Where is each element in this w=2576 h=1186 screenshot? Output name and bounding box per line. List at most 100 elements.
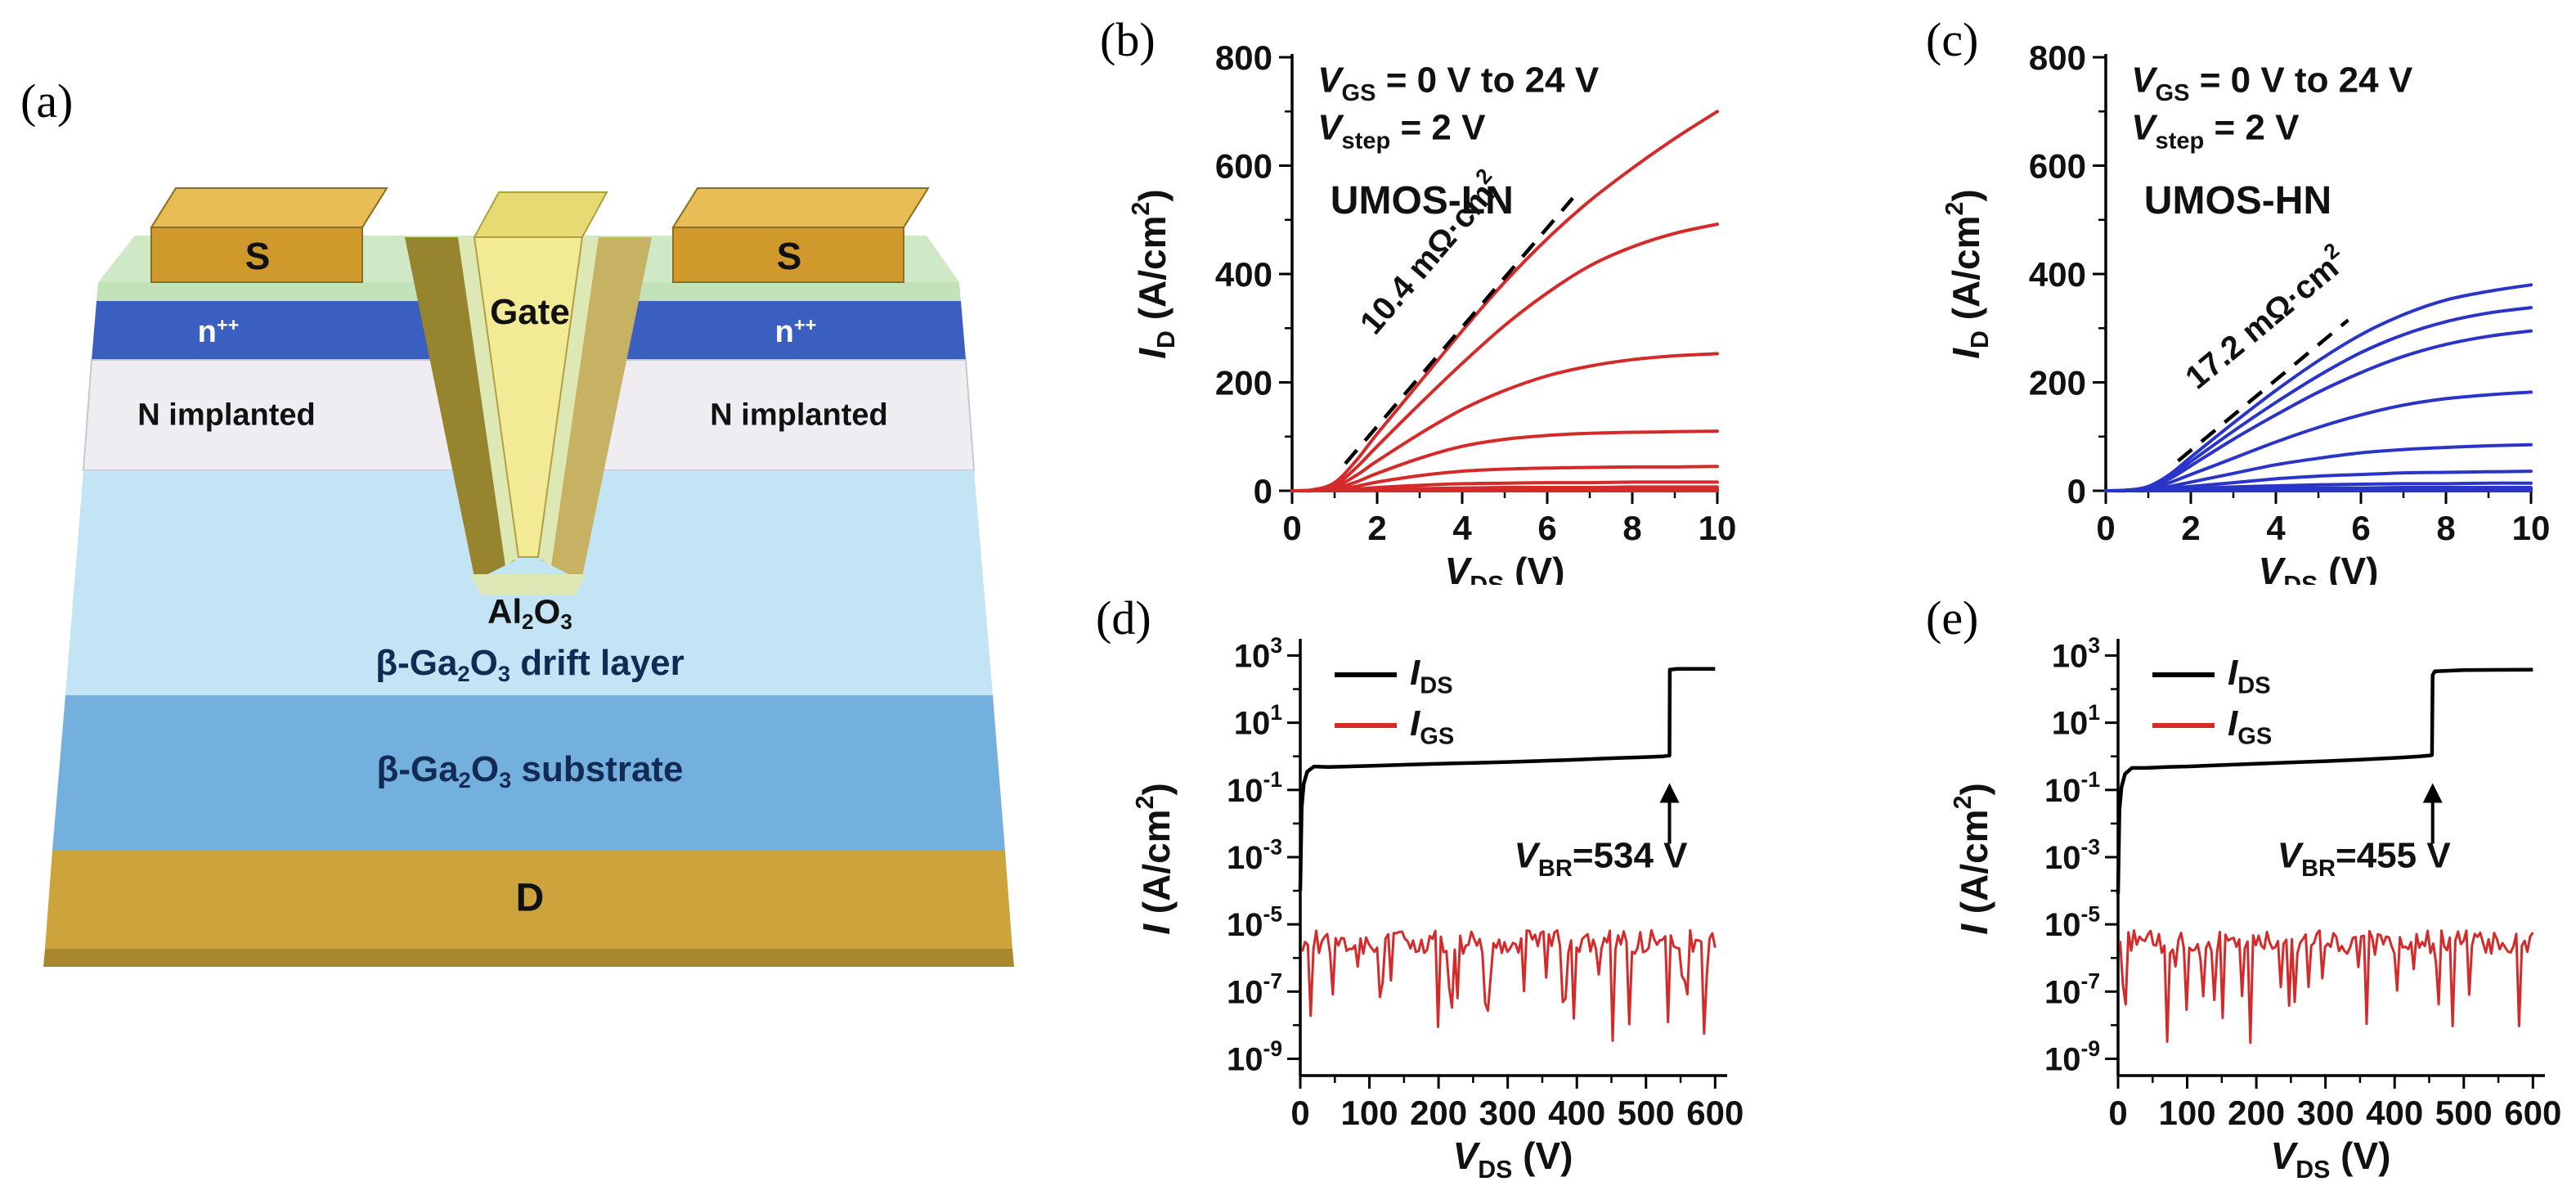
svg-text:101: 101	[2052, 700, 2100, 742]
label-drift-layer: β-Ga2O3 drift layer	[375, 643, 684, 686]
y-axis-label: I (A/cm2)	[1132, 783, 1178, 935]
legend-entry: IGS	[1410, 703, 1454, 750]
gate-front	[473, 236, 584, 558]
svg-text:0: 0	[1290, 1094, 1309, 1132]
igs-curve	[1301, 928, 1717, 1042]
svg-text:103: 103	[2052, 633, 2100, 675]
s-right-front	[672, 227, 904, 283]
svg-text:10-7: 10-7	[2044, 969, 2100, 1011]
label-drain: D	[515, 876, 545, 920]
svg-text:6: 6	[2351, 509, 2370, 547]
svg-text:10: 10	[2512, 509, 2551, 547]
annotation-text: Vstep = 2 V	[1317, 108, 1486, 155]
ids-curve	[1298, 667, 1716, 892]
svg-text:8: 8	[2436, 509, 2455, 547]
svg-text:400: 400	[2366, 1094, 2423, 1132]
svg-text:10-3: 10-3	[2044, 834, 2100, 876]
x-axis-label: VDS (V)	[2271, 1134, 2391, 1184]
svg-text:4: 4	[2266, 509, 2286, 547]
output-chart-svg-c: 0 2 4 6 8 10 0 200 400 600 800 17.2 mΩ·cm2 VGS = 0 V…	[1941, 38, 2551, 585]
annotation-text: UMOS-LN	[1331, 179, 1514, 222]
label-n-implanted-right: N implanted	[710, 398, 888, 433]
chart-umos-ln-output: 0 2 4 6 8 10 0 200 400 600 800 10.4 mΩ·cm2 VGS = 0 V…	[1088, 0, 1750, 585]
svg-text:800: 800	[2029, 38, 2086, 77]
svg-text:10-5: 10-5	[2044, 902, 2100, 944]
svg-text:100: 100	[1341, 1094, 1398, 1132]
svg-text:200: 200	[1215, 364, 1272, 402]
label-al2o3: Al2O3	[487, 591, 572, 635]
device-cross-section-drawing	[43, 187, 1014, 967]
svg-text:0: 0	[2108, 1094, 2127, 1132]
annotation-text: UMOS-HN	[2144, 179, 2331, 222]
svg-text:0: 0	[2096, 509, 2115, 547]
svg-text:200: 200	[1410, 1094, 1467, 1132]
panel-label-c: (c)	[1926, 13, 1979, 66]
svg-text:4: 4	[1452, 509, 1472, 547]
vbr-label: VBR=534 V	[1515, 835, 1689, 882]
legend-entry: IDS	[2228, 653, 2271, 699]
legend-entry: IGS	[2228, 703, 2272, 750]
breakdown-arrow	[2422, 783, 2443, 803]
label-npp-right: n++	[774, 314, 817, 349]
label-gate: Gate	[490, 292, 570, 332]
liner-left	[458, 237, 518, 566]
panel-label-b: (b)	[1100, 13, 1156, 66]
svg-text:800: 800	[1215, 38, 1272, 77]
x-axis-label: VDS (V)	[2259, 550, 2379, 585]
svg-text:600: 600	[2029, 147, 2086, 186]
svg-text:500: 500	[1618, 1094, 1675, 1132]
svg-text:103: 103	[1234, 633, 1282, 675]
x-axis-label: VDS (V)	[1445, 550, 1565, 585]
y-axis-label: I (A/cm2)	[1950, 783, 1995, 935]
chart-umos-hn-breakdown: 0 100 200 300 400 500 600 10-9 10-7 10-5 10-3 10-1 1…	[1905, 585, 2568, 1186]
ids-curve	[2116, 667, 2533, 895]
svg-text:600: 600	[1215, 147, 1272, 186]
svg-text:600: 600	[1686, 1094, 1744, 1132]
svg-text:2: 2	[2181, 509, 2200, 547]
annotation-text: VGS = 0 V to 24 V	[2131, 60, 2413, 106]
svg-text:0: 0	[2067, 472, 2086, 510]
svg-text:500: 500	[2435, 1094, 2493, 1132]
substrate-band	[52, 695, 1005, 851]
series-curve-VGS=24V	[1290, 110, 1719, 492]
label-npp-left: n++	[197, 314, 240, 349]
svg-text:0: 0	[1282, 509, 1301, 547]
svg-text:10-1: 10-1	[1227, 767, 1282, 809]
svg-text:200: 200	[2029, 364, 2086, 402]
svg-text:10: 10	[1699, 509, 1737, 547]
vbr-label: VBR=455 V	[2278, 835, 2452, 882]
svg-text:10-3: 10-3	[1227, 834, 1282, 876]
y-axis-label: ID (A/cm2)	[1941, 189, 1994, 359]
gate-top	[473, 191, 608, 238]
drain-band	[45, 851, 1012, 949]
svg-text:400: 400	[2029, 255, 2086, 294]
ron-label: 17.2 mΩ·cm2	[2175, 238, 2354, 397]
breakdown-chart-svg-d: 0 100 200 300 400 500 600 10-9 10-7 10-5 10-3 10-1 1…	[1132, 633, 1744, 1184]
svg-text:2: 2	[1367, 509, 1386, 547]
label-n-implanted-left: N implanted	[137, 398, 316, 433]
trench-wall-left	[405, 237, 515, 581]
svg-text:10-9: 10-9	[1227, 1036, 1282, 1078]
liner-bottom	[470, 574, 586, 595]
svg-text:400: 400	[1215, 255, 1272, 294]
igs-curve	[2119, 929, 2534, 1044]
svg-text:100: 100	[2159, 1094, 2216, 1132]
svg-text:200: 200	[2228, 1094, 2285, 1132]
svg-text:10-7: 10-7	[1227, 969, 1282, 1011]
panel-label-a: (a)	[20, 74, 74, 128]
svg-text:300: 300	[1479, 1094, 1537, 1132]
drain-bottom-edge	[43, 949, 1014, 967]
svg-text:10-9: 10-9	[2044, 1036, 2100, 1078]
annotation-text: Vstep = 2 V	[2131, 108, 2300, 155]
label-source-right: S	[776, 235, 802, 277]
svg-text:0: 0	[1254, 472, 1272, 510]
breakdown-arrow	[1659, 783, 1680, 803]
series-curve-VGS=22V	[2104, 306, 2533, 492]
y-axis-label: ID (A/cm2)	[1128, 189, 1180, 359]
chart-umos-hn-output: 0 2 4 6 8 10 0 200 400 600 800 17.2 mΩ·cm2 VGS = 0 V…	[1901, 0, 2564, 585]
legend-entry: IDS	[1410, 653, 1453, 699]
label-source-left: S	[245, 235, 271, 277]
s-left-front	[150, 227, 363, 283]
